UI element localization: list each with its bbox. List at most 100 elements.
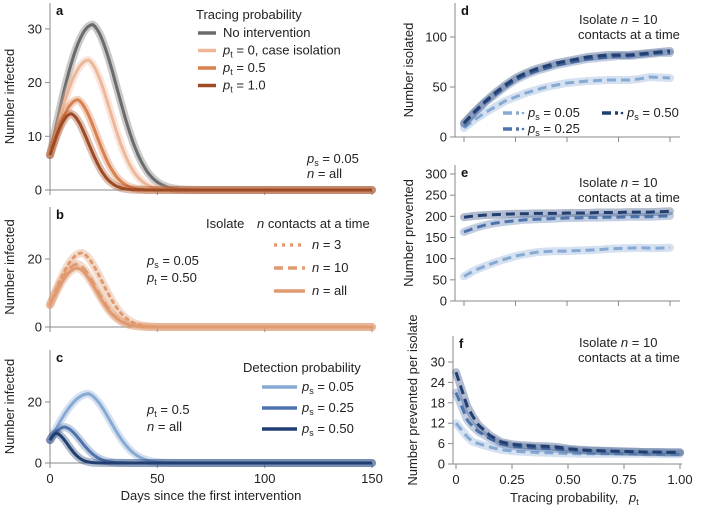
y-tick-label: 250 [425, 188, 447, 203]
legend-swatch-dot [521, 127, 525, 131]
y-axis-title: Number infected [2, 219, 17, 314]
legend-label-symbol: n [312, 237, 319, 252]
annotation: contacts at a time [578, 350, 680, 365]
annotation: n = all [307, 166, 342, 181]
legend-label: n = 10 [312, 260, 349, 275]
annotation-text: Isolate [579, 12, 621, 27]
y-tick-label: 18 [431, 395, 445, 410]
series-line [462, 49, 671, 125]
legend-title-symbol: n [257, 216, 264, 231]
y-axis-title: Number prevented per isolate [405, 314, 420, 485]
annotation-text: = 10 [628, 12, 657, 27]
legend-label-symbol: p [301, 421, 309, 436]
panel-letter: e [461, 165, 468, 180]
annotation-text: Isolate [579, 175, 621, 190]
annotation-text: = 0.50 [157, 270, 197, 285]
legend-label-subscript: t [230, 50, 233, 60]
annotation-symbol: n [147, 419, 154, 434]
x-tick-label: 0 [46, 471, 53, 486]
x-tick-label: 0.25 [499, 472, 524, 487]
legend-label-text: = 0.05 [314, 379, 354, 394]
legend-label-subscript: s [309, 386, 314, 396]
y-tick-label: 0 [440, 130, 447, 145]
legend-title-text: contacts at a time [264, 216, 370, 231]
legend-label-text: = 10 [319, 260, 348, 275]
legend-label-symbol: n [312, 260, 319, 275]
y-tick-label: 20 [28, 252, 42, 267]
annotation-text: = 0.5 [157, 402, 190, 417]
y-tick-label: 0 [35, 320, 42, 335]
legend-label: n = all [312, 283, 347, 298]
annotation: ps = 0.05 [306, 151, 359, 168]
legend-label-symbol: p [527, 121, 535, 136]
legend-label-subscript: t [230, 85, 233, 95]
legend-label: ps = 0.05 [301, 379, 354, 396]
x-axis-title-symbol-subscript: t [636, 497, 639, 507]
panel-a: 0 10 20 30 a Number infected Tracing probabili… [2, 3, 376, 198]
y-tick-label: 6 [438, 436, 445, 451]
annotation: Isolate n = 10 [579, 335, 657, 350]
legend-label-symbol: p [626, 105, 634, 120]
panel-b: 0 20 b Number infected Isolate n contacts at… [2, 207, 376, 335]
legend-swatch-dot [521, 111, 525, 115]
annotation-text: = 10 [628, 175, 657, 190]
x-tick-label: 1.00 [667, 472, 692, 487]
legend-swatch-dot [620, 111, 624, 115]
legend-label-symbol: p [222, 60, 230, 75]
legend-label: ps = 0.25 [527, 121, 580, 138]
legend-label-text: = 0.50 [314, 421, 354, 436]
y-tick-label: 100 [425, 30, 447, 45]
annotation-subscript: s [314, 158, 319, 168]
y-axis-title: Number infected [2, 359, 17, 454]
series-line [462, 51, 670, 126]
annotation-text: = all [154, 419, 182, 434]
annotation-symbol: p [306, 151, 314, 166]
legend-label-subscript: s [309, 428, 314, 438]
annotation-symbol: n [621, 335, 628, 350]
panel-letter: c [56, 350, 63, 365]
y-axis-title: Number infected [2, 49, 17, 144]
annotation: contacts at a time [578, 27, 680, 42]
legend-label-symbol: p [301, 379, 309, 394]
series-line [463, 246, 671, 278]
legend-label: ps = 0.50 [626, 105, 679, 122]
x-tick-label: 0 [452, 472, 459, 487]
annotation-symbol: p [146, 270, 154, 285]
annotation-text: = 0.05 [159, 253, 199, 268]
y-tick-label: 12 [431, 416, 445, 431]
y-axis-title: Number prevented [401, 179, 416, 287]
legend-label-symbol: p [222, 43, 230, 58]
legend-label-text: = 0.5 [233, 60, 266, 75]
legend-label-symbol: p [527, 105, 535, 120]
x-axis-title-symbol: pt [628, 490, 639, 507]
y-tick-label: 20 [28, 75, 42, 90]
panel-letter: d [461, 3, 469, 18]
y-tick-label: 200 [425, 209, 447, 224]
legend-label-text: = 0.50 [639, 105, 679, 120]
annotation: ps = 0.05 [146, 253, 199, 270]
series-line [48, 112, 372, 192]
y-tick-label: 300 [425, 167, 447, 182]
panel-e: 0 50 100 150 200 250 300 e Number prevented Isola… [401, 165, 680, 309]
series-line [454, 371, 680, 454]
annotation-subscript: t [154, 409, 157, 419]
x-tick-label: 150 [361, 471, 383, 486]
legend-label-text: = 0.25 [314, 400, 354, 415]
legend-label-symbol: p [222, 78, 230, 93]
series-line [454, 392, 680, 454]
legend-label-symbol: n [312, 283, 319, 298]
x-axis-title: Tracing probability, [510, 490, 618, 505]
legend-title: Tracing probability [196, 7, 302, 22]
y-tick-label: 50 [433, 272, 447, 287]
series-line [463, 75, 671, 130]
y-tick-label: 50 [433, 80, 447, 95]
x-tick-label: 0.75 [611, 472, 636, 487]
annotation-text: Isolate [579, 335, 621, 350]
y-axis-title: Number isolated [401, 23, 416, 118]
legend-label-text: = 0.05 [540, 105, 580, 120]
panel-d: 0 50 100 d Number isolated Isolate n = 10cont… [401, 3, 680, 145]
legend-label-text: = all [319, 283, 347, 298]
x-tick-label: 50 [150, 471, 164, 486]
annotation-subscript: t [154, 277, 157, 287]
